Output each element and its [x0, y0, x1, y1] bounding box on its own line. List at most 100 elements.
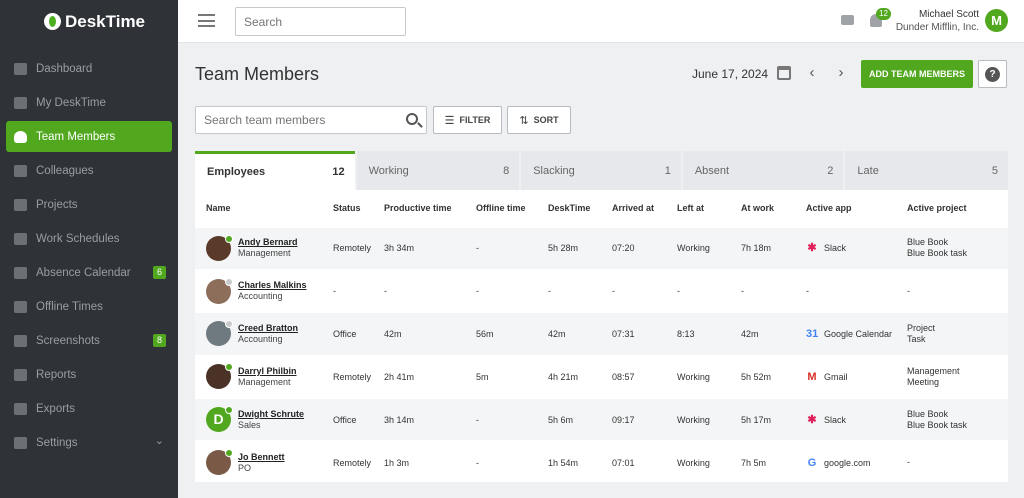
arrived-at-cell: 07:01	[601, 440, 666, 484]
employee-department: Sales	[238, 419, 261, 430]
global-search-input[interactable]	[235, 7, 406, 36]
desktime-cell: -	[537, 269, 601, 313]
filter-icon: ☰	[444, 114, 455, 127]
employee-name-link[interactable]: Andy Bernard	[238, 237, 298, 248]
chevron-down-icon[interactable]: ⌄	[154, 435, 164, 447]
tab-late[interactable]: Late 5	[845, 151, 1008, 190]
sidebar-item-team-members[interactable]: Team Members	[6, 121, 172, 152]
page-title: Team Members	[195, 64, 320, 84]
sidebar-item-offline-times[interactable]: Offline Times	[6, 291, 172, 322]
presence-dot	[225, 234, 233, 243]
prev-date-button[interactable]: ‹	[809, 64, 815, 81]
chat-icon[interactable]	[841, 15, 854, 25]
column-header[interactable]: Active project	[907, 203, 967, 214]
avatar[interactable]	[206, 320, 233, 347]
sidebar-item-reports[interactable]: Reports	[6, 359, 172, 390]
employee-name-link[interactable]: Dwight Schrute	[238, 408, 305, 419]
tab-count: 5	[991, 164, 998, 177]
active-project-cell: -	[896, 440, 1008, 484]
export-icon	[14, 402, 27, 415]
sort-icon: ⇅	[519, 114, 529, 127]
monitor-icon	[14, 96, 27, 109]
tab-working[interactable]: Working 8	[356, 151, 520, 190]
sidebar-item-dashboard[interactable]: Dashboard	[6, 53, 172, 84]
productive-time-cell: 3h 14m	[373, 397, 465, 441]
pie-chart-icon	[14, 368, 27, 381]
sidebar-item-label: My DeskTime	[36, 96, 106, 109]
avatar[interactable]	[206, 449, 233, 476]
column-header[interactable]: Status	[333, 203, 361, 214]
sidebar-item-absence-calendar[interactable]: Absence Calendar 6	[6, 257, 172, 288]
column-header[interactable]: DeskTime	[548, 203, 591, 214]
at-work-cell: 5h 17m	[730, 397, 795, 441]
calendar-icon	[14, 266, 27, 279]
tab-slacking[interactable]: Slacking 1	[521, 151, 681, 190]
sidebar-item-colleagues[interactable]: Colleagues	[6, 155, 172, 186]
active-app-cell: M Gmail	[795, 354, 896, 399]
column-header[interactable]: At work	[741, 203, 775, 214]
desktime-cell: 1h 54m	[537, 440, 601, 484]
tab-label: Late	[857, 164, 879, 177]
presence-dot	[225, 363, 233, 372]
employee-name-link[interactable]: Creed Bratton	[238, 322, 299, 333]
sidebar-item-settings[interactable]: Settings ⌄	[6, 427, 172, 458]
avatar[interactable]	[206, 363, 233, 390]
user-avatar[interactable]: M	[985, 9, 1008, 32]
column-header[interactable]: Productive time	[384, 203, 452, 214]
employee-name-link[interactable]: Charles Malkins	[238, 280, 307, 291]
avatar[interactable]	[206, 234, 233, 261]
name-cell: Jo Bennett PO	[195, 440, 322, 484]
status-tabs: Employees 12 Working 8 Slacking 1 Absent 2 Late 5	[195, 151, 1008, 190]
column-header[interactable]: Arrived at	[612, 203, 655, 214]
column-header[interactable]: Name	[206, 203, 231, 214]
sidebar-nav: Dashboard My DeskTime Team Members Colleagu…	[0, 53, 178, 458]
filter-button[interactable]: ☰ FILTER	[433, 106, 502, 134]
help-button[interactable]: ?	[978, 60, 1007, 88]
presence-dot	[225, 406, 233, 415]
sidebar-item-projects[interactable]: Projects	[6, 189, 172, 220]
column-header[interactable]: Active app	[806, 203, 852, 214]
next-date-button[interactable]: ›	[838, 64, 844, 81]
sidebar-item-my-desktime[interactable]: My DeskTime	[6, 87, 172, 118]
active-project-cell: -	[896, 269, 1008, 313]
team-search-input[interactable]	[196, 107, 396, 133]
table-row[interactable]: Darryl Philbin Management Remotely 2h 41m 5m…	[195, 354, 1008, 399]
table-row[interactable]: Charles Malkins Accounting - - - - - - - - -	[195, 269, 1008, 313]
sidebar-item-label: Screenshots	[36, 334, 100, 347]
calendar-icon[interactable]	[777, 66, 791, 80]
image-icon	[14, 334, 27, 347]
column-header[interactable]: Left at	[677, 203, 704, 214]
sidebar-item-work-schedules[interactable]: Work Schedules	[6, 223, 172, 254]
tab-employees[interactable]: Employees 12	[195, 151, 355, 190]
help-icon: ?	[985, 67, 1000, 82]
user-name[interactable]: Michael Scott	[918, 9, 979, 20]
clock-icon	[14, 300, 27, 313]
column-header[interactable]: Offline time	[476, 203, 526, 214]
table-row[interactable]: Jo Bennett PO Remotely 1h 3m -1h 54m 07:01 Wor…	[195, 440, 1008, 484]
avatar[interactable]: D	[206, 406, 233, 433]
employee-name-link[interactable]: Darryl Philbin	[238, 365, 297, 376]
tab-absent[interactable]: Absent 2	[682, 151, 844, 190]
avatar-letter: D	[213, 411, 224, 428]
sidebar-item-exports[interactable]: Exports	[6, 393, 172, 424]
app-logo[interactable]: DeskTime	[0, 0, 178, 43]
add-team-members-button[interactable]: ADD TEAM MEMBERS	[861, 60, 973, 88]
menu-icon[interactable]	[198, 14, 215, 27]
avatar[interactable]	[206, 277, 233, 304]
sidebar-item-label: Colleagues	[36, 164, 94, 177]
productive-time-cell: 1h 3m	[373, 440, 465, 484]
table-row[interactable]: D Dwight Schrute Sales Office 3h 14m -5h 6m 09…	[195, 397, 1008, 441]
search-icon[interactable]	[406, 113, 418, 125]
sidebar-item-screenshots[interactable]: Screenshots 8	[6, 325, 172, 356]
table-row[interactable]: Creed Bratton Accounting Office 42m 56m 42m 07…	[195, 312, 1008, 356]
employee-name-link[interactable]: Jo Bennett	[238, 451, 285, 462]
folder-icon	[14, 198, 27, 211]
table-row[interactable]: Andy Bernard Management Remotely 3h 34m -5h …	[195, 226, 1008, 270]
active-app-cell: ✱ Slack	[795, 226, 896, 270]
project-line: -	[907, 457, 910, 468]
project-line: Project	[907, 322, 936, 333]
left-at-cell: Working	[666, 354, 730, 399]
status-cell: Remotely	[322, 440, 373, 484]
active-app-cell: -	[795, 269, 896, 313]
sort-button[interactable]: ⇅ SORT	[507, 106, 571, 134]
